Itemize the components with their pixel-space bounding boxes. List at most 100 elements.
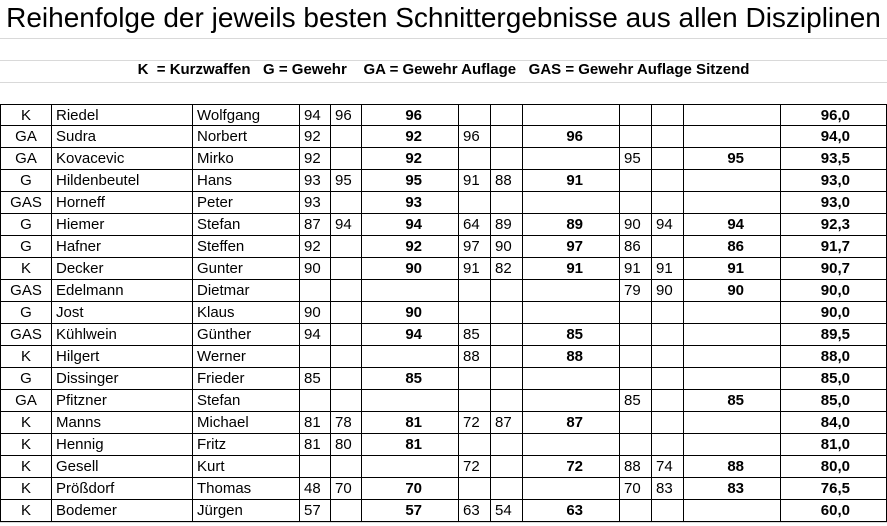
best-score: 72 (523, 456, 620, 478)
score: 54 (491, 500, 523, 522)
score (652, 434, 684, 456)
score: 85 (459, 324, 491, 346)
score: 72 (459, 456, 491, 478)
discipline: GAS (0, 280, 52, 302)
score: 92 (300, 148, 331, 170)
score: 90 (652, 280, 684, 302)
first-name: Werner (193, 346, 300, 368)
best-score (523, 192, 620, 214)
first-name: Fritz (193, 434, 300, 456)
score: 72 (459, 412, 491, 434)
first-name: Klaus (193, 302, 300, 324)
score (331, 126, 362, 148)
best-score: 88 (523, 346, 620, 368)
last-name: Kovacevic (52, 148, 193, 170)
best-score: 93 (362, 192, 459, 214)
average: 93,5 (781, 148, 887, 170)
score (620, 412, 652, 434)
best-score (523, 368, 620, 390)
first-name: Günther (193, 324, 300, 346)
score: 86 (620, 236, 652, 258)
best-score: 95 (684, 148, 781, 170)
last-name: Kühlwein (52, 324, 193, 346)
score (652, 346, 684, 368)
score (331, 368, 362, 390)
last-name: Edelmann (52, 280, 193, 302)
score (652, 104, 684, 126)
score (459, 148, 491, 170)
score (459, 434, 491, 456)
score (620, 324, 652, 346)
score (491, 104, 523, 126)
average: 92,3 (781, 214, 887, 236)
average: 84,0 (781, 412, 887, 434)
best-score: 92 (362, 126, 459, 148)
discipline: K (0, 478, 52, 500)
score (491, 126, 523, 148)
best-score: 95 (362, 170, 459, 192)
score: 83 (652, 478, 684, 500)
score: 85 (620, 390, 652, 412)
score (459, 390, 491, 412)
average: 85,0 (781, 390, 887, 412)
best-score: 91 (523, 170, 620, 192)
average: 89,5 (781, 324, 887, 346)
best-score: 85 (523, 324, 620, 346)
average: 60,0 (781, 500, 887, 522)
first-name: Mirko (193, 148, 300, 170)
score: 95 (331, 170, 362, 192)
score: 85 (300, 368, 331, 390)
discipline: K (0, 258, 52, 280)
score (459, 104, 491, 126)
score: 90 (620, 214, 652, 236)
score: 88 (491, 170, 523, 192)
best-score (684, 302, 781, 324)
last-name: Hiemer (52, 214, 193, 236)
discipline: G (0, 368, 52, 390)
score (491, 346, 523, 368)
best-score: 91 (523, 258, 620, 280)
best-score (523, 104, 620, 126)
last-name: Hafner (52, 236, 193, 258)
best-score: 91 (684, 258, 781, 280)
score: 92 (300, 236, 331, 258)
score: 89 (491, 214, 523, 236)
score (491, 324, 523, 346)
discipline: GAS (0, 192, 52, 214)
score (459, 478, 491, 500)
average: 93,0 (781, 192, 887, 214)
score (331, 302, 362, 324)
first-name: Michael (193, 412, 300, 434)
best-score: 81 (362, 434, 459, 456)
best-score (684, 368, 781, 390)
best-score: 96 (362, 104, 459, 126)
score: 70 (620, 478, 652, 500)
score: 91 (459, 258, 491, 280)
score (652, 324, 684, 346)
title: Reihenfolge der jeweils besten Schnitter… (0, 2, 887, 34)
best-score (523, 478, 620, 500)
score (620, 104, 652, 126)
score (652, 236, 684, 258)
best-score (684, 500, 781, 522)
best-score (684, 104, 781, 126)
score (491, 478, 523, 500)
score (620, 368, 652, 390)
best-score: 70 (362, 478, 459, 500)
score: 74 (652, 456, 684, 478)
best-score (362, 346, 459, 368)
first-name: Stefan (193, 214, 300, 236)
best-score: 90 (362, 302, 459, 324)
best-score: 81 (362, 412, 459, 434)
best-score (523, 280, 620, 302)
score (331, 324, 362, 346)
best-score: 89 (523, 214, 620, 236)
score: 88 (620, 456, 652, 478)
score: 91 (459, 170, 491, 192)
score (620, 500, 652, 522)
score: 88 (459, 346, 491, 368)
best-score (523, 390, 620, 412)
average: 80,0 (781, 456, 887, 478)
best-score: 85 (684, 390, 781, 412)
score (491, 456, 523, 478)
